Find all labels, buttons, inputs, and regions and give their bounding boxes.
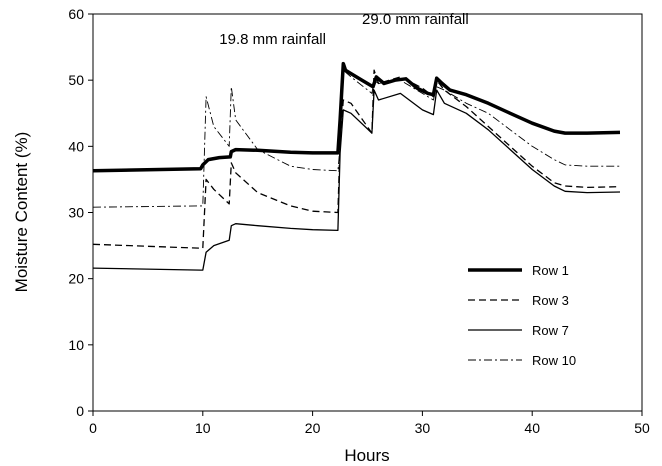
y-tick-label: 30 bbox=[68, 205, 84, 221]
x-tick-label: 10 bbox=[195, 420, 211, 436]
y-tick-label: 40 bbox=[68, 138, 84, 154]
legend-label: Row 1 bbox=[532, 263, 569, 278]
series-line-row-7 bbox=[92, 89, 621, 271]
series-line-row-1 bbox=[92, 61, 621, 173]
y-tick-label: 60 bbox=[68, 6, 84, 22]
x-tick-label: 0 bbox=[89, 420, 97, 436]
series-line-row-10 bbox=[92, 69, 620, 208]
legend-label: Row 7 bbox=[532, 323, 569, 338]
annotation-label: 19.8 mm rainfall bbox=[219, 31, 326, 48]
legend-label: Row 3 bbox=[532, 293, 569, 308]
x-tick-label: 30 bbox=[415, 420, 431, 436]
x-axis-title: Hours bbox=[344, 446, 389, 465]
ticks-layer: 0 10 20 30 40 50 0 10 20 30 40 50 60 bbox=[68, 6, 650, 436]
x-tick-label: 20 bbox=[305, 420, 321, 436]
x-tick-label: 50 bbox=[634, 420, 650, 436]
lines-layer bbox=[92, 61, 621, 271]
y-tick-label: 50 bbox=[68, 72, 84, 88]
annotations-layer: 19.8 mm rainfall 29.0 mm rainfall bbox=[219, 11, 468, 48]
y-tick-label: 0 bbox=[76, 403, 84, 419]
y-tick-label: 10 bbox=[68, 337, 84, 353]
x-tick-label: 40 bbox=[524, 420, 540, 436]
legend-label: Row 10 bbox=[532, 353, 576, 368]
series-line-row-3 bbox=[92, 69, 621, 249]
plot-frame bbox=[92, 13, 643, 412]
annotation-label: 29.0 mm rainfall bbox=[362, 11, 469, 28]
y-tick-label: 20 bbox=[68, 271, 84, 287]
legend: Row 1 Row 3 Row 7 Row 10 bbox=[468, 263, 576, 368]
y-axis-title: Moisture Content (%) bbox=[12, 132, 31, 293]
